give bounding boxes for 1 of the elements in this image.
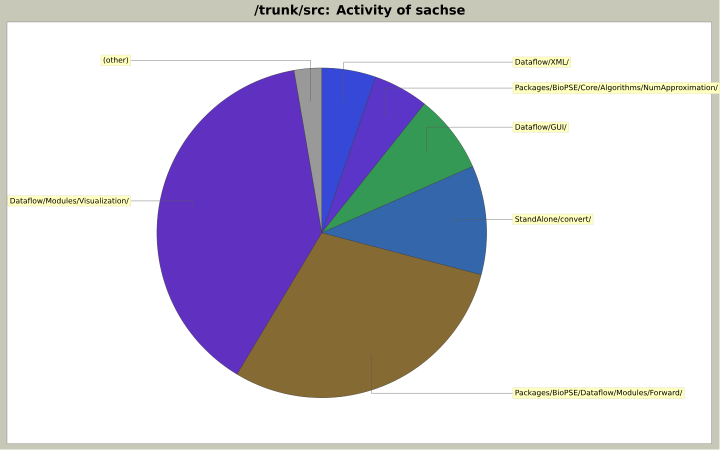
chart-title: /trunk/src: Activity of sachse xyxy=(254,4,465,18)
